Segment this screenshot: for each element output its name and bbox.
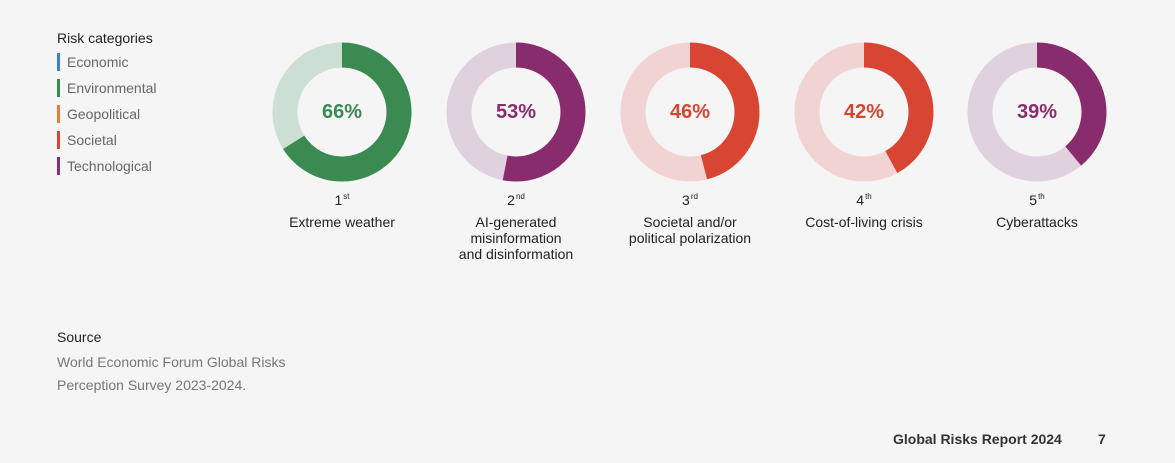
donut-chart-1: 66% 1st Extreme weather — [272, 42, 412, 230]
legend-title: Risk categories — [57, 30, 153, 46]
risk-name: AI-generated misinformation and disinfor… — [458, 214, 574, 262]
donut-chart-2: 53% 2nd AI-generated misinformation and … — [446, 42, 586, 262]
source-text: World Economic Forum Global Risks Percep… — [57, 354, 286, 393]
donut-svg — [272, 42, 412, 182]
donut-value-arc — [794, 42, 934, 182]
donut-chart-5: 39% 5th Cyberattacks — [967, 42, 1107, 230]
legend-swatch — [57, 157, 60, 175]
legend-label: Geopolitical — [67, 106, 141, 122]
risk-name: Societal and/or political polarization — [628, 214, 752, 246]
donut-svg — [446, 42, 586, 182]
legend-item-environmental: Environmental — [57, 79, 157, 97]
legend-swatch — [57, 79, 60, 97]
rank-label: 5th — [937, 192, 1137, 208]
rank-suffix: nd — [515, 192, 525, 201]
donut-svg — [967, 42, 1107, 182]
legend-item-societal: Societal — [57, 131, 157, 149]
donut-percentage: 53% — [495, 101, 537, 123]
legend-label: Technological — [67, 158, 152, 174]
donut-chart-4: 42% 4th Cost-of-living crisis — [794, 42, 934, 230]
legend-item-geopolitical: Geopolitical — [57, 105, 157, 123]
donut-percentage: 42% — [843, 101, 885, 123]
donut-svg — [794, 42, 934, 182]
legend-item-economic: Economic — [57, 53, 157, 71]
donut-percentage: 39% — [1016, 101, 1058, 123]
legend-label: Societal — [67, 132, 117, 148]
risk-categories-legend: Risk categories Economic Environmental G… — [57, 30, 157, 183]
risk-name: Extreme weather — [289, 214, 395, 230]
rank-suffix: th — [865, 192, 872, 201]
rank-number: 1 — [334, 192, 343, 208]
donut-chart-3: 46% 3rd Societal and/or political polari… — [620, 42, 760, 246]
legend-swatch — [57, 131, 60, 149]
donut-percentage: 66% — [321, 101, 363, 123]
rank-label: 3rd — [590, 192, 790, 208]
donut-percentage: 46% — [669, 101, 711, 123]
rank-label: 4th — [764, 192, 964, 208]
donut-value-arc — [446, 42, 586, 182]
report-title: Global Risks Report 2024 — [893, 431, 1062, 447]
rank-label: 2nd — [416, 192, 616, 208]
rank-label: 1st — [242, 192, 442, 208]
rank-number: 4 — [856, 192, 865, 208]
donut-svg — [620, 42, 760, 182]
risk-name: Cyberattacks — [996, 214, 1078, 230]
rank-suffix: st — [343, 192, 350, 201]
rank-number: 3 — [682, 192, 690, 208]
legend-label: Economic — [67, 54, 129, 70]
donut-value-arc — [272, 42, 412, 182]
page-number: 7 — [1098, 431, 1106, 447]
legend-item-technological: Technological — [57, 157, 157, 175]
legend-swatch — [57, 105, 60, 123]
rank-suffix: rd — [690, 192, 698, 201]
rank-number: 2 — [507, 192, 515, 208]
legend-swatch — [57, 53, 60, 71]
donut-value-arc — [620, 42, 760, 182]
donut-value-arc — [967, 42, 1107, 182]
risk-name: Cost-of-living crisis — [805, 214, 923, 230]
source-note: Source World Economic Forum Global Risks… — [57, 329, 307, 397]
legend-label: Environmental — [67, 80, 157, 96]
source-title: Source — [57, 329, 102, 345]
rank-number: 5 — [1029, 192, 1038, 208]
rank-suffix: th — [1038, 192, 1045, 201]
